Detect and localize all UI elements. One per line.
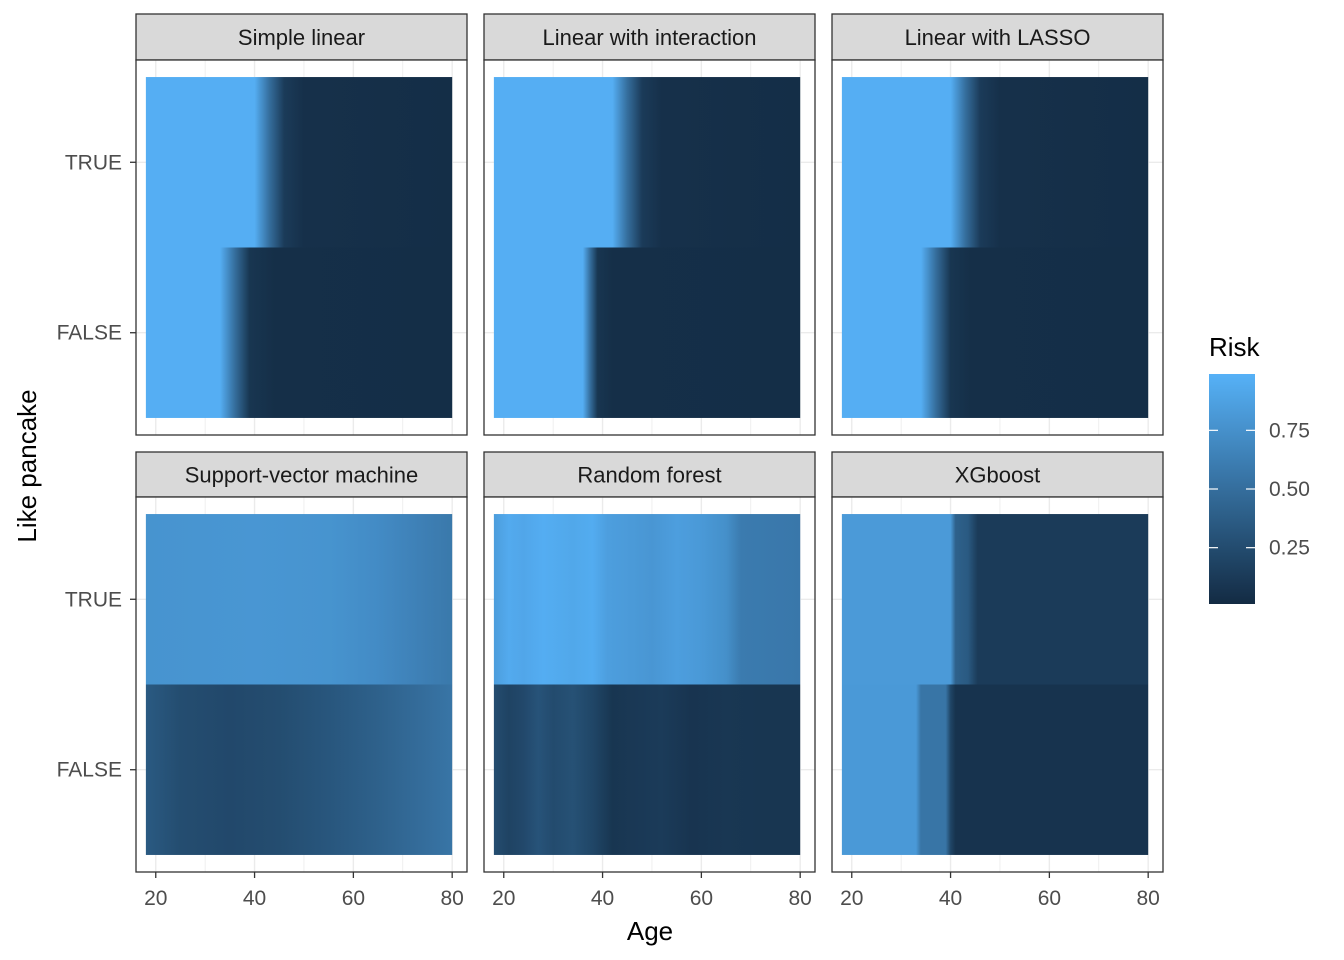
heat-tile-row-true xyxy=(493,514,801,685)
heat-tile-row-true xyxy=(493,77,801,248)
y-tick-label: TRUE xyxy=(65,588,122,611)
panel-border xyxy=(483,59,816,436)
facet-strip xyxy=(483,451,816,498)
x-tick-label: 20 xyxy=(144,887,167,910)
x-tick-label: 60 xyxy=(342,887,365,910)
panel-border xyxy=(135,496,468,873)
legend-tick-label: 0.50 xyxy=(1269,478,1310,501)
heat-tile-row-true xyxy=(145,514,453,685)
heat-tile-row-true xyxy=(145,77,453,248)
heat-tile-row-false xyxy=(493,684,801,855)
panels-layer: Simple linear Linear with interaction Line… xyxy=(135,13,1164,873)
facet-strip-label: XGboost xyxy=(955,463,1041,488)
y-tick-label: FALSE xyxy=(57,322,122,345)
x-tick-label: 40 xyxy=(591,887,614,910)
legend-tick-label: 0.75 xyxy=(1269,419,1310,442)
facet-strip-label: Linear with LASSO xyxy=(905,25,1091,50)
y-tick-label: FALSE xyxy=(57,759,122,782)
x-tick-label: 20 xyxy=(492,887,515,910)
x-tick-label: 60 xyxy=(690,887,713,910)
heat-tile-row-false xyxy=(145,684,453,855)
facet-strip-label: Linear with interaction xyxy=(542,25,756,50)
facet-strip xyxy=(135,451,468,498)
panel-4: Support-vector machine xyxy=(135,451,468,873)
axes-layer: FALSE TRUE 20 40 60 80 FALSE TRUE 20 40 60 80 20 40 60… xyxy=(57,151,1160,910)
x-tick-label: 40 xyxy=(939,887,962,910)
facet-strip-label: Random forest xyxy=(577,463,721,488)
x-axis-title: Age xyxy=(627,916,673,946)
x-tick-label: 80 xyxy=(440,887,463,910)
heat-tile-row-true xyxy=(841,77,1149,248)
panel-border xyxy=(483,496,816,873)
facet-strip-label: Simple linear xyxy=(238,25,365,50)
panel-1: Simple linear xyxy=(135,13,468,436)
facet-strip xyxy=(135,13,468,61)
x-tick-label: 80 xyxy=(788,887,811,910)
heat-tile-row-false xyxy=(145,247,453,418)
panel-border xyxy=(831,496,1164,873)
panel-5: Random forest xyxy=(483,451,816,873)
y-tick-label: TRUE xyxy=(65,151,122,174)
legend-tick-label: 0.25 xyxy=(1269,537,1310,560)
panel-6: XGboost xyxy=(831,451,1164,873)
heat-tile-row-false xyxy=(841,247,1149,418)
legend-title: Risk xyxy=(1209,332,1261,362)
panel-border xyxy=(831,59,1164,436)
x-tick-label: 80 xyxy=(1136,887,1159,910)
heat-tile-row-false xyxy=(493,247,801,418)
x-tick-label: 20 xyxy=(840,887,863,910)
legend: Risk 0.25 0.50 0.75 xyxy=(1209,332,1310,604)
heat-tile-row-false xyxy=(841,684,1149,855)
panel-border xyxy=(135,59,468,436)
heat-tile-row-true xyxy=(841,514,1149,685)
facet-strip xyxy=(831,451,1164,498)
y-axis-title: Like pancake xyxy=(12,389,42,542)
panel-2: Linear with interaction xyxy=(483,13,816,436)
facet-strip xyxy=(831,13,1164,61)
facet-strip-label: Support-vector machine xyxy=(185,463,419,488)
x-tick-label: 40 xyxy=(243,887,266,910)
panel-3: Linear with LASSO xyxy=(831,13,1164,436)
x-tick-label: 60 xyxy=(1038,887,1061,910)
